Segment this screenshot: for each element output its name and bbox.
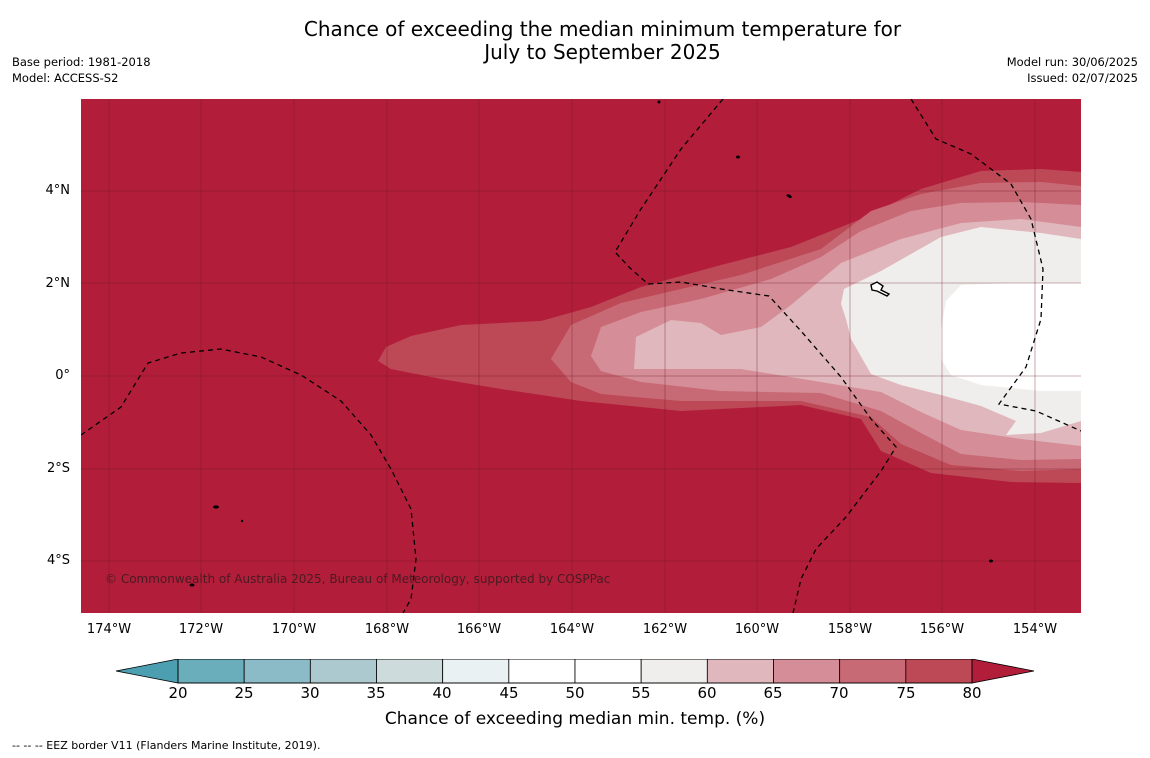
colorbar-tick: 40: [432, 684, 452, 702]
lat-label: 4°N: [45, 183, 71, 198]
lon-label: 172°W: [178, 622, 224, 637]
lon-label: 156°W: [919, 622, 965, 637]
islands: [189, 100, 993, 587]
colorbar-tick: 50: [565, 684, 585, 702]
contour-50: [941, 283, 1081, 391]
colorbar-tick: 70: [829, 684, 849, 702]
lat-label: 2°S: [46, 461, 70, 476]
colorbar-tick: 80: [962, 684, 982, 702]
colorbar-cell: [839, 659, 907, 684]
model-text: Model: ACCESS-S2: [12, 71, 119, 85]
meta-right: Model run: 30/06/2025 Issued: 02/07/2025: [1007, 54, 1138, 86]
colorbar-tick: 25: [234, 684, 254, 702]
colorbar-cell: [574, 659, 642, 684]
lon-label: 166°W: [456, 622, 502, 637]
eez-footnote: -- -- -- EEZ border V11 (Flanders Marine…: [12, 739, 321, 752]
colorbar-cell: [243, 659, 311, 684]
colorbar-outline: [177, 659, 973, 684]
colorbar-cells: [177, 659, 973, 684]
colorbar-cell: [706, 659, 774, 684]
colorbar-tick: 20: [168, 684, 188, 702]
colorbar-tick: 30: [300, 684, 320, 702]
colorbar-cell: [376, 659, 444, 684]
colorbar-cell: [508, 659, 576, 684]
colorbar-tick: 55: [631, 684, 651, 702]
title-line-2: July to September 2025: [484, 40, 721, 64]
lat-label: 0°: [55, 368, 70, 383]
lon-label: 162°W: [642, 622, 688, 637]
lon-label: 168°W: [364, 622, 410, 637]
lon-label: 158°W: [827, 622, 873, 637]
colorbar-cell: [773, 659, 841, 684]
title-line-1: Chance of exceeding the median minimum t…: [303, 17, 902, 41]
colorbar-tick: 75: [896, 684, 916, 702]
colorbar-tick: 35: [366, 684, 386, 702]
colorbar-tick: 60: [697, 684, 717, 702]
lat-label: 2°N: [45, 276, 71, 291]
colorbar-cell: [177, 659, 245, 684]
lon-label: 174°W: [86, 622, 132, 637]
lon-label: 154°W: [1012, 622, 1058, 637]
colorbar-tick: 65: [763, 684, 783, 702]
issued-text: Issued: 02/07/2025: [1027, 71, 1138, 85]
meta-left: Base period: 1981-2018 Model: ACCESS-S2: [12, 54, 151, 86]
chart-title: Chance of exceeding the median minimum t…: [0, 18, 1150, 64]
lon-label: 160°W: [734, 622, 780, 637]
lon-label: 170°W: [271, 622, 317, 637]
colorbar: [115, 659, 1035, 684]
forecast-map: [81, 99, 1081, 613]
colorbar-label: Chance of exceeding median min. temp. (%…: [384, 709, 766, 729]
model-run-text: Model run: 30/06/2025: [1006, 55, 1138, 69]
colorbar-cell: [905, 659, 973, 684]
base-period-text: Base period: 1981-2018: [12, 55, 151, 69]
colorbar-tick: 45: [499, 684, 519, 702]
colorbar-cell: [442, 659, 510, 684]
copyright-text: © Commonwealth of Australia 2025, Bureau…: [105, 572, 611, 586]
graticule: [81, 99, 1081, 613]
lat-label: 4°S: [46, 553, 70, 568]
lon-label: 164°W: [549, 622, 595, 637]
colorbar-cell: [309, 659, 377, 684]
colorbar-cell: [640, 659, 708, 684]
colorbar-high-extend: [971, 659, 1035, 684]
eez-borders: [81, 99, 1081, 613]
colorbar-low-extend: [115, 659, 179, 684]
